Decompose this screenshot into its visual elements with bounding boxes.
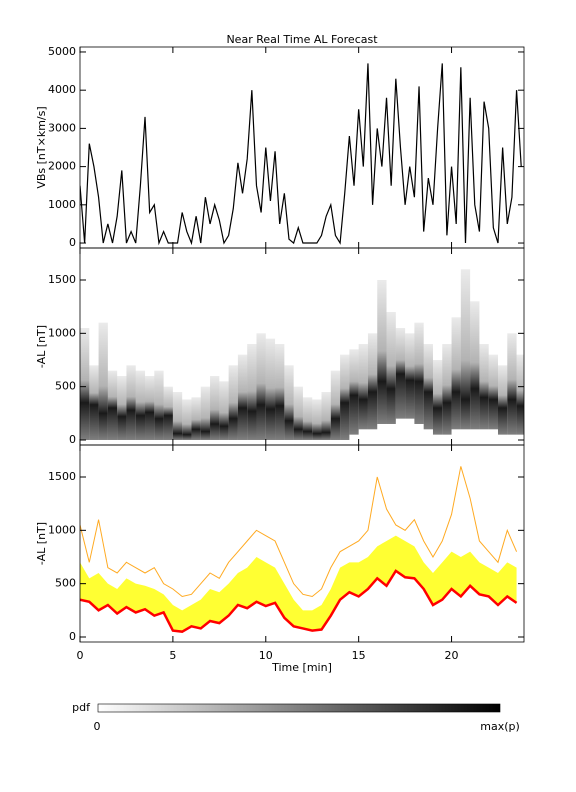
heat-column <box>135 370 146 440</box>
x-axis-label: Time [min] <box>271 661 332 674</box>
heat-column <box>228 365 238 440</box>
y-tick-label: 1500 <box>48 470 76 483</box>
y-tick-label: 1000 <box>48 326 76 339</box>
heat-column <box>358 343 368 430</box>
y-tick-label: 3000 <box>48 121 76 134</box>
colorbar-max: max(p) <box>480 720 520 733</box>
colorbar-label: pdf <box>72 701 91 714</box>
y-axis-label: -AL [nT] <box>35 522 48 565</box>
heat-column <box>107 370 118 440</box>
heat-column <box>256 333 266 440</box>
heat-column <box>321 391 331 440</box>
y-tick-label: 2000 <box>48 160 76 173</box>
heat-column <box>395 327 406 419</box>
heat-column <box>507 333 517 435</box>
heat-column <box>349 349 359 435</box>
colorbar-min: 0 <box>94 720 101 733</box>
vbs-line <box>80 63 522 246</box>
plot-area <box>80 63 522 246</box>
heat-column <box>405 333 415 419</box>
heat-column <box>386 311 396 424</box>
x-tick-label: 5 <box>169 649 176 662</box>
heat-column <box>516 354 524 435</box>
colorbar <box>97 703 501 713</box>
y-tick-label: 0 <box>69 630 76 643</box>
y-tick-label: 0 <box>69 236 76 249</box>
y-tick-label: 1000 <box>48 523 76 536</box>
heat-column <box>340 354 350 440</box>
plot-area <box>80 269 524 440</box>
y-tick-label: 500 <box>55 380 76 393</box>
heat-column <box>470 301 480 430</box>
x-tick-label: 10 <box>259 649 273 662</box>
heat-column <box>210 375 220 440</box>
axes-frame <box>79 444 525 643</box>
heat-column <box>275 343 285 440</box>
heat-column <box>367 333 378 430</box>
heat-column <box>442 343 452 435</box>
heat-column <box>117 375 127 440</box>
heat-column <box>423 343 433 430</box>
heat-column <box>377 279 387 424</box>
heat-column <box>182 399 192 440</box>
heat-column <box>80 327 90 440</box>
heat-column <box>163 386 173 440</box>
forecast-band <box>80 535 517 632</box>
x-tick-label: 15 <box>352 649 366 662</box>
y-tick-label: 1000 <box>48 198 76 211</box>
heat-column <box>302 397 313 440</box>
heat-column <box>145 375 155 440</box>
heat-column <box>200 386 211 440</box>
heat-column <box>432 359 443 435</box>
y-tick-label: 4000 <box>48 83 76 96</box>
heat-column <box>330 370 341 440</box>
heat-column <box>126 365 136 440</box>
heat-column <box>191 397 201 440</box>
heat-column <box>460 269 471 430</box>
heat-column <box>247 343 257 440</box>
plot-area <box>80 466 518 633</box>
heat-column <box>312 399 322 440</box>
heat-column <box>89 365 99 440</box>
heat-column <box>284 365 294 440</box>
chart-title: Near Real Time AL Forecast <box>226 33 378 46</box>
heat-column <box>479 343 489 430</box>
envelope-line <box>80 466 518 597</box>
heat-column <box>497 365 508 435</box>
heat-column <box>293 386 303 440</box>
heat-column <box>98 322 108 440</box>
heat-column <box>414 322 424 424</box>
heat-column <box>265 338 276 440</box>
heat-column <box>237 354 248 440</box>
y-tick-label: 5000 <box>48 45 76 58</box>
y-axis-label: -AL [nT] <box>35 325 48 368</box>
x-tick-label: 20 <box>445 649 459 662</box>
y-axis-label: VBs [nT×km/s] <box>35 106 48 188</box>
heat-column <box>172 391 183 440</box>
y-tick-label: 500 <box>55 577 76 590</box>
heat-column <box>488 354 498 430</box>
median-line <box>80 569 518 633</box>
y-tick-label: 1500 <box>48 273 76 286</box>
heat-column <box>154 370 164 440</box>
x-tick-label: 0 <box>77 649 84 662</box>
y-tick-label: 0 <box>69 433 76 446</box>
heat-column <box>451 317 461 430</box>
heat-column <box>219 381 229 440</box>
